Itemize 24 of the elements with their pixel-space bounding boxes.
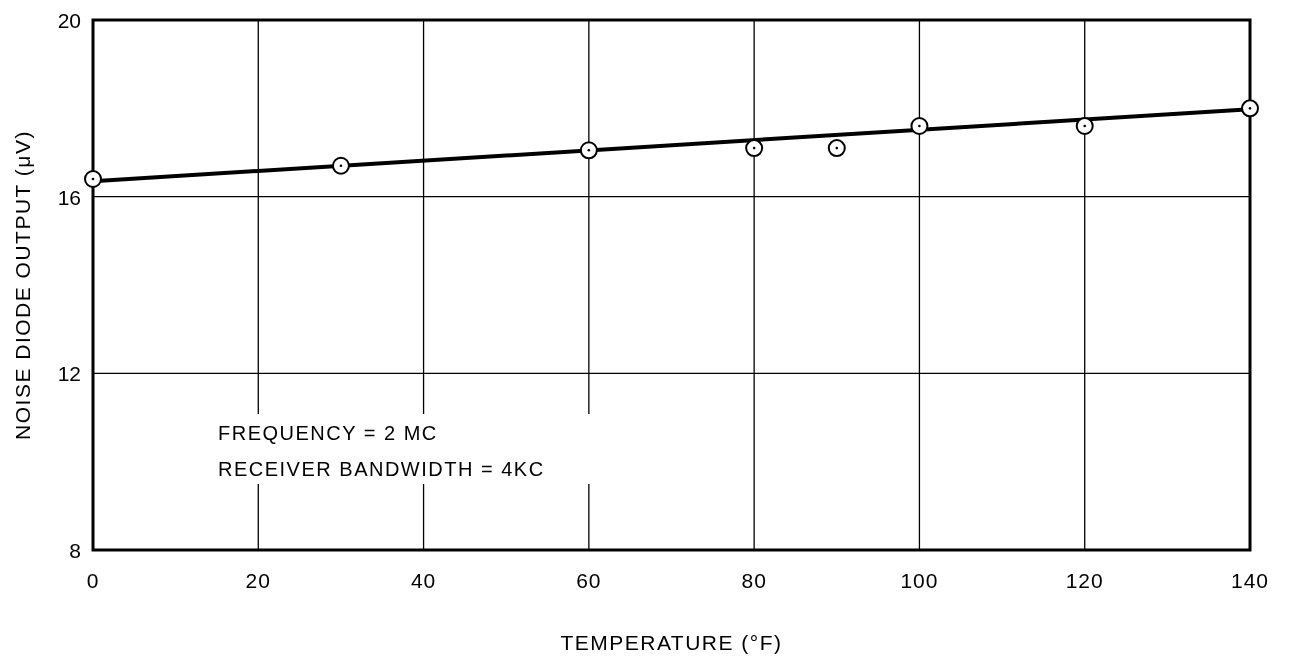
x-tick-label: 80 (741, 569, 767, 592)
point (1075, 117, 1094, 135)
point (579, 141, 598, 160)
point (1241, 99, 1259, 118)
x-axis-title: TEMPERATURE (°F) (560, 631, 783, 654)
x-tick-label: 100 (900, 569, 939, 592)
y-axis-title: NOISE DIODE OUTPUT (μV) (11, 130, 34, 440)
y-tick-label: 8 (69, 539, 81, 562)
x-tick-label: 60 (576, 569, 602, 592)
annotation: RECEIVER BANDWIDTH = 4KC (218, 458, 545, 480)
point (84, 170, 102, 188)
y-tick-label: 16 (57, 185, 81, 209)
point (910, 117, 929, 135)
annotation: FREQUENCY = 2 MC (218, 422, 438, 444)
point (827, 139, 846, 158)
x-tick-label: 140 (1230, 569, 1270, 592)
point (745, 139, 764, 158)
y-tick-label: 12 (57, 362, 81, 386)
y-tick-label: 20 (57, 9, 81, 32)
x-tick-label: 40 (410, 569, 437, 592)
x-tick-label: 20 (245, 569, 271, 592)
x-tick-label: 0 (86, 569, 100, 592)
x-tick-label: 120 (1065, 569, 1104, 592)
point (331, 156, 350, 175)
